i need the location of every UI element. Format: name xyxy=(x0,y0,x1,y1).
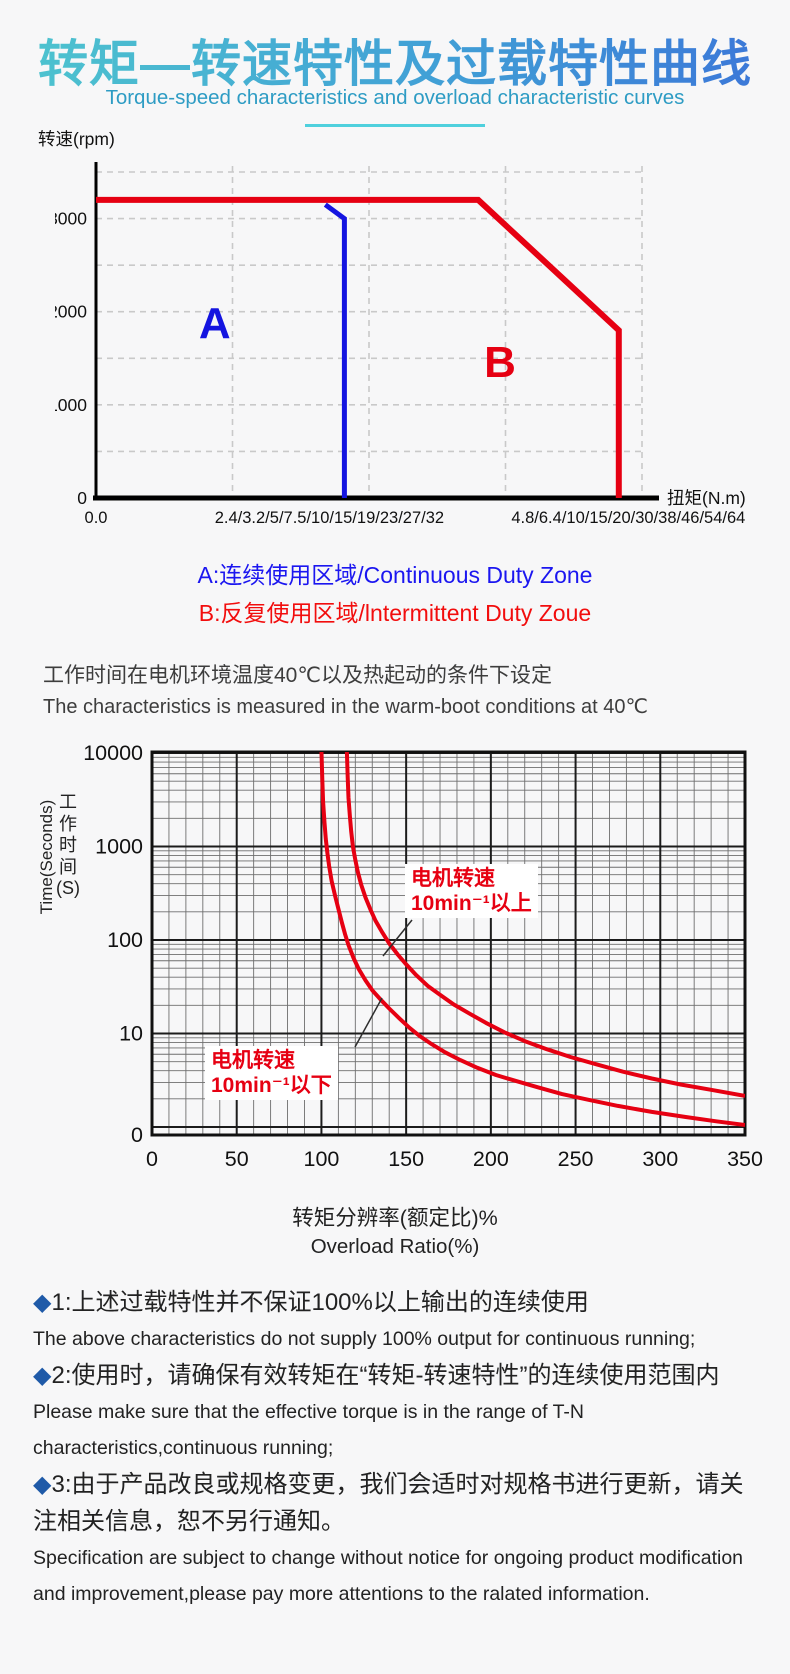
svg-text:300: 300 xyxy=(642,1147,678,1171)
svg-text:100: 100 xyxy=(107,928,143,952)
measurement-condition-note-en: The characteristics is measured in the w… xyxy=(43,696,648,718)
notes-section: ◆1:上述过载特性并不保证100%以上输出的连续使用 The above cha… xyxy=(33,1284,759,1612)
note-3-en: Specification are subject to change with… xyxy=(33,1547,744,1605)
tn-gridlines xyxy=(96,166,643,498)
svg-text:50: 50 xyxy=(225,1147,249,1171)
annotation-line: 电机转速 xyxy=(411,867,495,890)
svg-text:100: 100 xyxy=(303,1147,339,1171)
diamond-bullet-icon: ◆ xyxy=(33,1362,52,1389)
tn-axes xyxy=(93,162,659,501)
zone-label-B: B xyxy=(484,338,516,387)
note-1-zh: ◆1:上述过载特性并不保证100%以上输出的连续使用 xyxy=(33,1284,759,1321)
overload-chart-x-axis-title-en: Overload Ratio(%) xyxy=(310,1235,480,1258)
overload-chart-x-axis-title-zh: 转矩分辨率(额定比)% xyxy=(292,1206,498,1230)
annotation-line: 电机转速 xyxy=(211,1049,295,1072)
note-text: 由于产品改良或规格变更，我们会适时对规格书进行更新，请关注相关信息，恕不另行通知… xyxy=(33,1471,744,1535)
tn-x-tick-labels: 0.0 2.4/3.2/5/7.5/10/15/19/23/27/32 4.8/6.… xyxy=(85,509,746,527)
note-text: 使用时，请确保有效转矩在“转矩-转速特性”的连续使用范围内 xyxy=(71,1362,720,1389)
zone-label-A: A xyxy=(199,299,231,348)
svg-text:350: 350 xyxy=(727,1147,763,1171)
svg-text:200: 200 xyxy=(473,1147,509,1171)
measurement-condition-note-zh: 工作时间在电机环境温度40℃以及热起动的条件下设定 xyxy=(43,664,552,687)
svg-text:0: 0 xyxy=(77,488,87,508)
legend-continuous-duty-zone: A:连续使用区域/Continuous Duty Zone xyxy=(197,562,593,588)
svg-text:扭矩(N.m): 扭矩(N.m) xyxy=(667,488,746,508)
torque-speed-chart: A B 3000 2000 1000 00.0 2.4/3.2/5/7.5/10/15/19… xyxy=(55,162,746,527)
diamond-bullet-icon: ◆ xyxy=(33,1289,52,1316)
svg-text:2.4/3.2/5/7.5/10/15/19/23/27/3: 2.4/3.2/5/7.5/10/15/19/23/27/32 xyxy=(215,509,444,527)
svg-text:10: 10 xyxy=(119,1022,143,1046)
svg-text:10000: 10000 xyxy=(83,741,143,765)
tn-y-tick-labels: 3000 2000 1000 0 xyxy=(55,209,87,508)
note-number: 3: xyxy=(51,1471,72,1498)
note-number: 2: xyxy=(51,1362,72,1389)
note-number: 1: xyxy=(51,1289,72,1316)
overload-curve-1 xyxy=(344,752,745,1098)
annotation-line: 10min⁻¹以上 xyxy=(411,892,532,915)
svg-text:1000: 1000 xyxy=(55,395,87,415)
tn-curve-zone-A xyxy=(323,202,347,498)
overload-chart-y-axis-title-zh: 工 作 时 间 (S) xyxy=(56,792,80,898)
svg-text:150: 150 xyxy=(388,1147,424,1171)
svg-text:0: 0 xyxy=(146,1147,158,1171)
ov-x-tick-labels: 0 50 100 150 200 250 300 350 xyxy=(146,1147,763,1171)
diamond-bullet-icon: ◆ xyxy=(33,1471,52,1498)
tn-chart-y-axis-title: 转速(rpm) xyxy=(38,129,115,149)
note-3-zh: ◆3:由于产品改良或规格变更，我们会适时对规格书进行更新，请关注相关信息，恕不另… xyxy=(33,1466,759,1540)
svg-text:250: 250 xyxy=(558,1147,594,1171)
ov-plot-border xyxy=(150,750,747,1137)
page-title: 转矩—转速特性及过载特性曲线 xyxy=(0,24,790,96)
page-subtitle: Torque-speed characteristics and overloa… xyxy=(105,86,685,109)
svg-text:4.8/6.4/10/15/20/30/38/46/54/6: 4.8/6.4/10/15/20/30/38/46/54/64 xyxy=(511,509,745,527)
annotation-speed-below-10min: 电机转速 10min⁻¹以下 xyxy=(205,1046,338,1100)
tn-x-axis-title: 扭矩(N.m) xyxy=(667,488,746,508)
svg-text:0: 0 xyxy=(131,1123,143,1147)
svg-text:3000: 3000 xyxy=(55,209,87,229)
note-text: 上述过载特性并不保证100%以上输出的连续使用 xyxy=(71,1289,589,1316)
svg-text:0.0: 0.0 xyxy=(85,509,108,527)
ov-annotation-leader-lines xyxy=(354,919,413,1048)
note-2-zh: ◆2:使用时，请确保有效转矩在“转矩-转速特性”的连续使用范围内 xyxy=(33,1357,759,1394)
svg-text:1000: 1000 xyxy=(95,835,143,859)
annotation-speed-above-10min: 电机转速 10min⁻¹以上 xyxy=(405,864,538,918)
svg-text:2000: 2000 xyxy=(55,302,87,322)
note-1-en: The above characteristics do not supply … xyxy=(33,1328,696,1350)
subtitle-underline-decoration xyxy=(305,124,485,127)
annotation-line: 10min⁻¹以下 xyxy=(211,1074,332,1097)
note-2-en: Please make sure that the effective torq… xyxy=(33,1401,585,1459)
overload-curve-0 xyxy=(319,752,745,1127)
legend-intermittent-duty-zone: B:反复使用区域/lntermittent Duty Zoue xyxy=(198,600,592,626)
tn-curve-zone-B xyxy=(96,196,622,498)
